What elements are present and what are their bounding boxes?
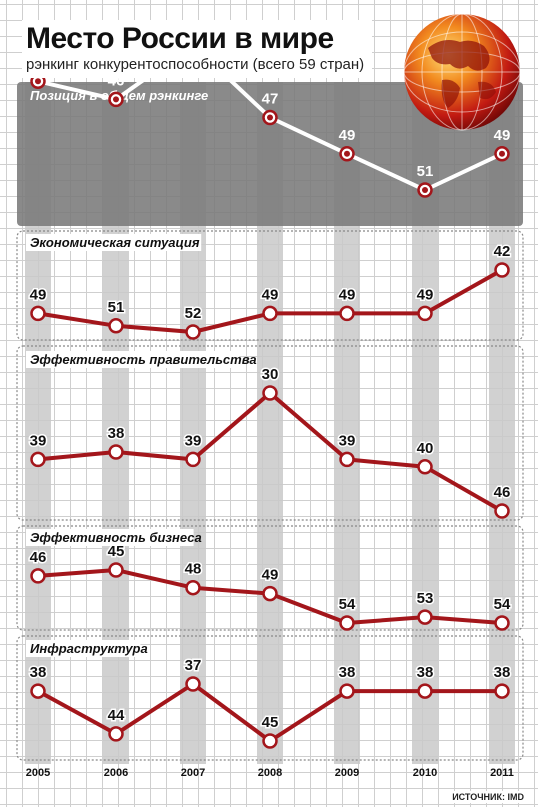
panel-overall (17, 82, 523, 226)
data-point-core (35, 78, 41, 85)
panel-title: Экономическая ситуация (30, 235, 200, 250)
data-point (494, 615, 510, 631)
data-point (339, 615, 355, 631)
data-label: 52 (185, 305, 202, 322)
data-label: 51 (108, 299, 125, 316)
data-point (108, 726, 124, 742)
data-point (494, 262, 510, 278)
panel-government (16, 345, 524, 521)
data-label: 38 (417, 664, 434, 681)
panel-business (16, 525, 524, 631)
data-label: 46 (494, 484, 511, 501)
data-point (185, 324, 201, 340)
data-label: 49 (262, 567, 279, 584)
data-point (30, 683, 46, 699)
data-label: 49 (262, 286, 279, 303)
source-note: ИСТОЧНИК: IMD (450, 791, 526, 803)
data-point (417, 609, 433, 625)
x-tick-label: 2009 (335, 767, 359, 779)
data-label: 42 (494, 243, 511, 260)
data-label: 45 (108, 543, 125, 560)
data-label: 54 (494, 596, 511, 613)
data-label: 53 (417, 590, 434, 607)
data-point (339, 451, 355, 468)
data-point (417, 305, 433, 322)
panel-title: Эффективность бизнеса (30, 530, 202, 545)
data-label: 49 (339, 127, 356, 144)
panel-economy (16, 230, 524, 341)
data-label: 54 (339, 596, 356, 613)
data-label: 45 (262, 714, 279, 731)
data-point-core (267, 114, 273, 121)
x-tick-label: 2011 (490, 767, 514, 779)
data-point (494, 683, 510, 699)
data-point (108, 318, 124, 334)
page-subtitle: рэнкинг конкурентоспособности (всего 59 … (26, 56, 365, 73)
data-label: 49 (417, 286, 434, 303)
panel-title-bg (26, 234, 202, 251)
data-point (30, 568, 46, 584)
data-label: 38 (30, 664, 47, 681)
data-point (30, 305, 46, 322)
data-point (262, 733, 278, 749)
panel-title-bg (26, 529, 194, 546)
data-label: 40 (417, 440, 434, 457)
x-tick-label: 2010 (413, 767, 437, 779)
data-point (494, 503, 510, 519)
data-point (108, 562, 124, 578)
data-label: 49 (339, 286, 356, 303)
header: Место России в мире рэнкинг конкурентосп… (22, 20, 373, 78)
data-point (30, 451, 46, 468)
data-point-core (499, 150, 505, 157)
x-tick-label: 2006 (104, 767, 128, 779)
x-tick-label: 2008 (258, 767, 282, 779)
data-point (262, 385, 278, 401)
data-label: 47 (262, 91, 279, 108)
globe-icon (403, 13, 521, 131)
data-label: 39 (339, 432, 356, 449)
data-point (417, 683, 433, 699)
data-point (185, 579, 201, 596)
data-point-core (422, 187, 428, 193)
data-point-core (113, 96, 119, 103)
data-label: 48 (185, 561, 202, 578)
data-label: 38 (494, 664, 511, 681)
x-tick-label: 2005 (26, 767, 50, 779)
data-point (185, 676, 201, 692)
data-label: 30 (262, 366, 279, 383)
data-label: 37 (185, 657, 202, 674)
page-title: Место России в мире (26, 22, 334, 55)
data-point (339, 305, 355, 322)
data-point (108, 444, 124, 460)
data-label: 38 (339, 664, 356, 681)
data-label: 49 (494, 127, 511, 144)
data-point (339, 683, 355, 699)
panel-title: Эффективность правительства (30, 352, 257, 367)
data-label: 49 (30, 286, 47, 303)
data-point (185, 451, 201, 468)
data-label: 51 (417, 163, 434, 180)
data-label: 38 (108, 425, 125, 442)
data-point (262, 585, 278, 602)
panel-title-bg (26, 640, 141, 657)
data-point (417, 459, 433, 475)
data-point-core (344, 150, 350, 157)
data-label: 46 (30, 549, 47, 566)
panel-title: Инфраструктура (30, 641, 148, 656)
panel-title-bg (26, 351, 240, 368)
data-label: 39 (185, 432, 202, 449)
x-tick-label: 2007 (181, 767, 205, 779)
data-point (262, 305, 278, 322)
data-label: 39 (30, 432, 47, 449)
data-label: 44 (108, 707, 125, 724)
